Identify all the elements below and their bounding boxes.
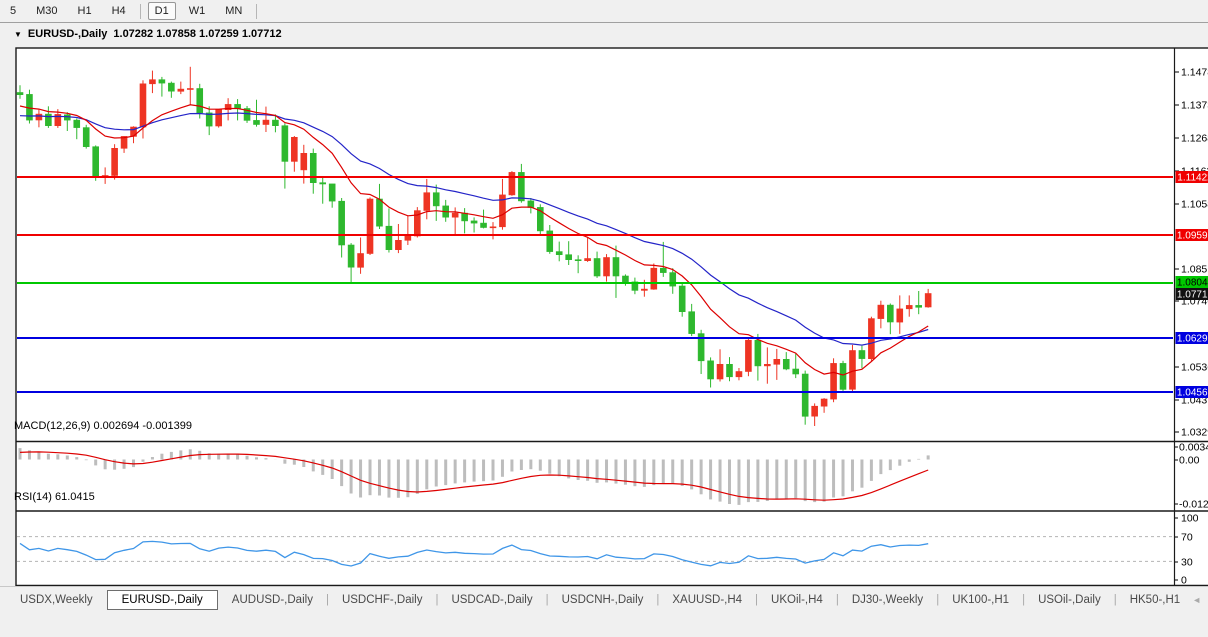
toolbar-separator — [140, 4, 141, 19]
tab-separator: | — [435, 594, 438, 606]
svg-text:1.07712: 1.07712 — [1177, 290, 1208, 301]
macd-indicator-label: MACD(12,26,9) 0.002694 -0.001399 — [14, 420, 192, 432]
svg-text:1.08510: 1.08510 — [1181, 264, 1208, 276]
timeframe-button-m30[interactable]: M30 — [29, 2, 64, 20]
svg-text:1.09596: 1.09596 — [1177, 231, 1208, 242]
toolbar-separator — [256, 4, 257, 19]
chart-symbol-period: EURUSD-,Daily — [28, 28, 107, 40]
svg-text:1.04562: 1.04562 — [1177, 388, 1208, 399]
tab-scroll-controls: ◄► — [1192, 596, 1208, 605]
chart-tab-usdx-weekly[interactable]: USDX,Weekly — [8, 591, 105, 609]
chart-tab-usdcad-daily[interactable]: USDCAD-,Daily — [439, 591, 544, 609]
timeframe-button-w1[interactable]: W1 — [182, 2, 213, 20]
svg-text:1.05360: 1.05360 — [1181, 362, 1208, 374]
chart-tab-xauusd-h4[interactable]: XAUUSD-,H4 — [660, 591, 754, 609]
symbol-dropdown-icon[interactable]: ▼ — [14, 30, 22, 39]
chart-title: ▼ EURUSD-,Daily 1.07282 1.07858 1.07259 … — [14, 28, 282, 40]
tab-separator: | — [326, 594, 329, 606]
chart-tab-hk50-h1[interactable]: HK50-,H1 — [1118, 591, 1193, 609]
chart-tab-uk100-h1[interactable]: UK100-,H1 — [940, 591, 1021, 609]
timeframe-button-h1[interactable]: H1 — [71, 2, 99, 20]
chart-canvas[interactable]: 1.147801.137301.126801.116301.105801.085… — [8, 24, 1208, 637]
tab-separator: | — [1114, 594, 1117, 606]
chart-tab-usoil-daily[interactable]: USOil-,Daily — [1026, 591, 1113, 609]
mt4-terminal: { "toolbar": { "timeframes": ["5", "M30"… — [0, 0, 1208, 613]
timeframe-toolbar: 5 M30 H1 H4 D1 W1 MN — [0, 0, 1208, 23]
timeframe-button-h4[interactable]: H4 — [105, 2, 133, 20]
svg-text:1.03290: 1.03290 — [1181, 427, 1208, 439]
rsi-indicator-label: RSI(14) 61.0415 — [14, 491, 95, 503]
chart-tab-audusd-daily[interactable]: AUDUSD-,Daily — [220, 591, 325, 609]
timeframe-button-5[interactable]: 5 — [3, 2, 23, 20]
svg-text:0.003408: 0.003408 — [1179, 442, 1208, 454]
chart-ohlc-values: 1.07282 1.07858 1.07259 1.07712 — [113, 28, 281, 40]
tab-separator: | — [755, 594, 758, 606]
svg-text:1.14780: 1.14780 — [1181, 67, 1208, 79]
chart-tab-dj30-weekly[interactable]: DJ30-,Weekly — [840, 591, 935, 609]
chart-tab-usdchf-daily[interactable]: USDCHF-,Daily — [330, 591, 435, 609]
tab-scroll-left-icon[interactable]: ◄ — [1192, 596, 1201, 605]
chart-tab-ukoil-h4[interactable]: UKOil-,H4 — [759, 591, 835, 609]
timeframe-button-mn[interactable]: MN — [218, 2, 249, 20]
svg-text:1.11422: 1.11422 — [1177, 173, 1208, 184]
tab-separator: | — [1022, 594, 1025, 606]
chart-tab-usdcnh-daily[interactable]: USDCNH-,Daily — [550, 591, 656, 609]
timeframe-button-d1[interactable]: D1 — [148, 2, 176, 20]
tab-separator: | — [656, 594, 659, 606]
svg-text:30: 30 — [1181, 557, 1193, 569]
svg-text:1.10580: 1.10580 — [1181, 199, 1208, 211]
svg-text:1.13730: 1.13730 — [1181, 100, 1208, 112]
svg-text:100: 100 — [1181, 513, 1199, 525]
svg-text:0: 0 — [1181, 575, 1187, 587]
tab-separator: | — [836, 594, 839, 606]
svg-text:1.06297: 1.06297 — [1177, 334, 1208, 345]
chart-tab-eurusd-daily[interactable]: EURUSD-,Daily — [107, 590, 218, 610]
tab-separator: | — [936, 594, 939, 606]
svg-text:1.08044: 1.08044 — [1177, 278, 1208, 289]
svg-text:0.00: 0.00 — [1179, 455, 1200, 467]
svg-text:1.12680: 1.12680 — [1181, 133, 1208, 145]
svg-text:70: 70 — [1181, 532, 1193, 544]
chart-window: 1.147801.137301.126801.116301.105801.085… — [8, 24, 1206, 585]
svg-text:-0.012058: -0.012058 — [1179, 499, 1208, 511]
tab-separator: | — [546, 594, 549, 606]
